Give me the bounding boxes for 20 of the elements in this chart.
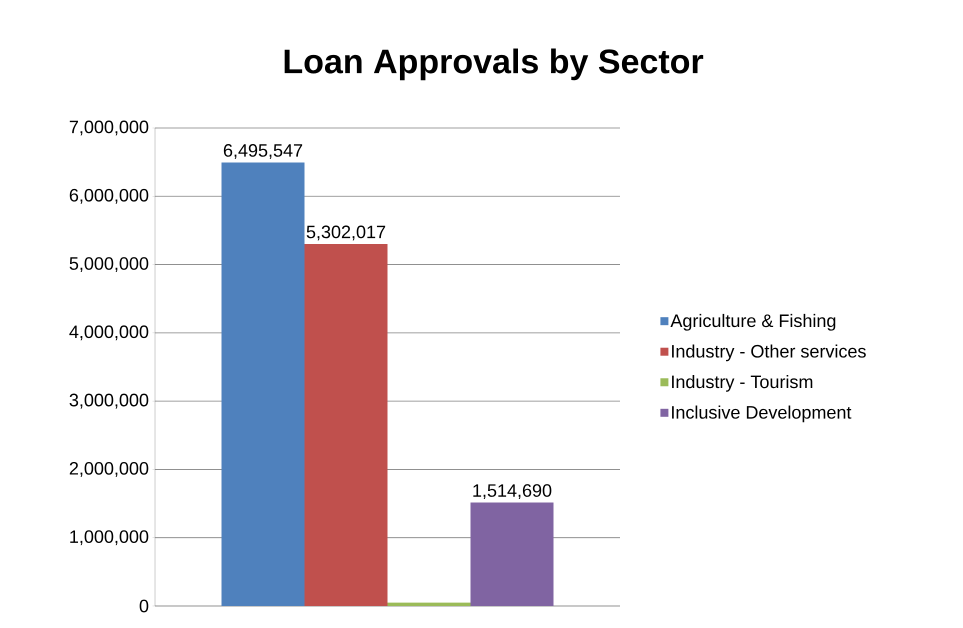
legend-label: Inclusive Development xyxy=(672,406,852,422)
legend-label: Agriculture & Fishing xyxy=(670,314,836,331)
chart-title: Loan Approvals by Sector xyxy=(284,48,704,80)
y-tick-label: 0 xyxy=(140,600,148,612)
legend-label: Industry - Other services xyxy=(672,344,866,362)
legend-label: Industry - Tourism xyxy=(672,374,812,392)
y-tick-label: 4,000,000 xyxy=(69,325,148,340)
bar xyxy=(470,502,554,606)
y-tick-label: 6,000,000 xyxy=(70,188,148,204)
data-label: 1,514,690 xyxy=(473,484,552,500)
y-tick-label: 2,000,000 xyxy=(70,462,148,477)
bar xyxy=(388,602,471,606)
bar xyxy=(304,244,388,606)
data-label: 5,302,017 xyxy=(306,226,386,240)
data-label: 6,495,547 xyxy=(224,144,302,159)
y-tick-label: 7,000,000 xyxy=(70,120,148,136)
y-tick-label: 1,000,000 xyxy=(70,530,148,546)
bar xyxy=(222,162,305,606)
y-tick-label: 3,000,000 xyxy=(70,394,148,409)
y-tick-label: 5,000,000 xyxy=(70,257,148,272)
